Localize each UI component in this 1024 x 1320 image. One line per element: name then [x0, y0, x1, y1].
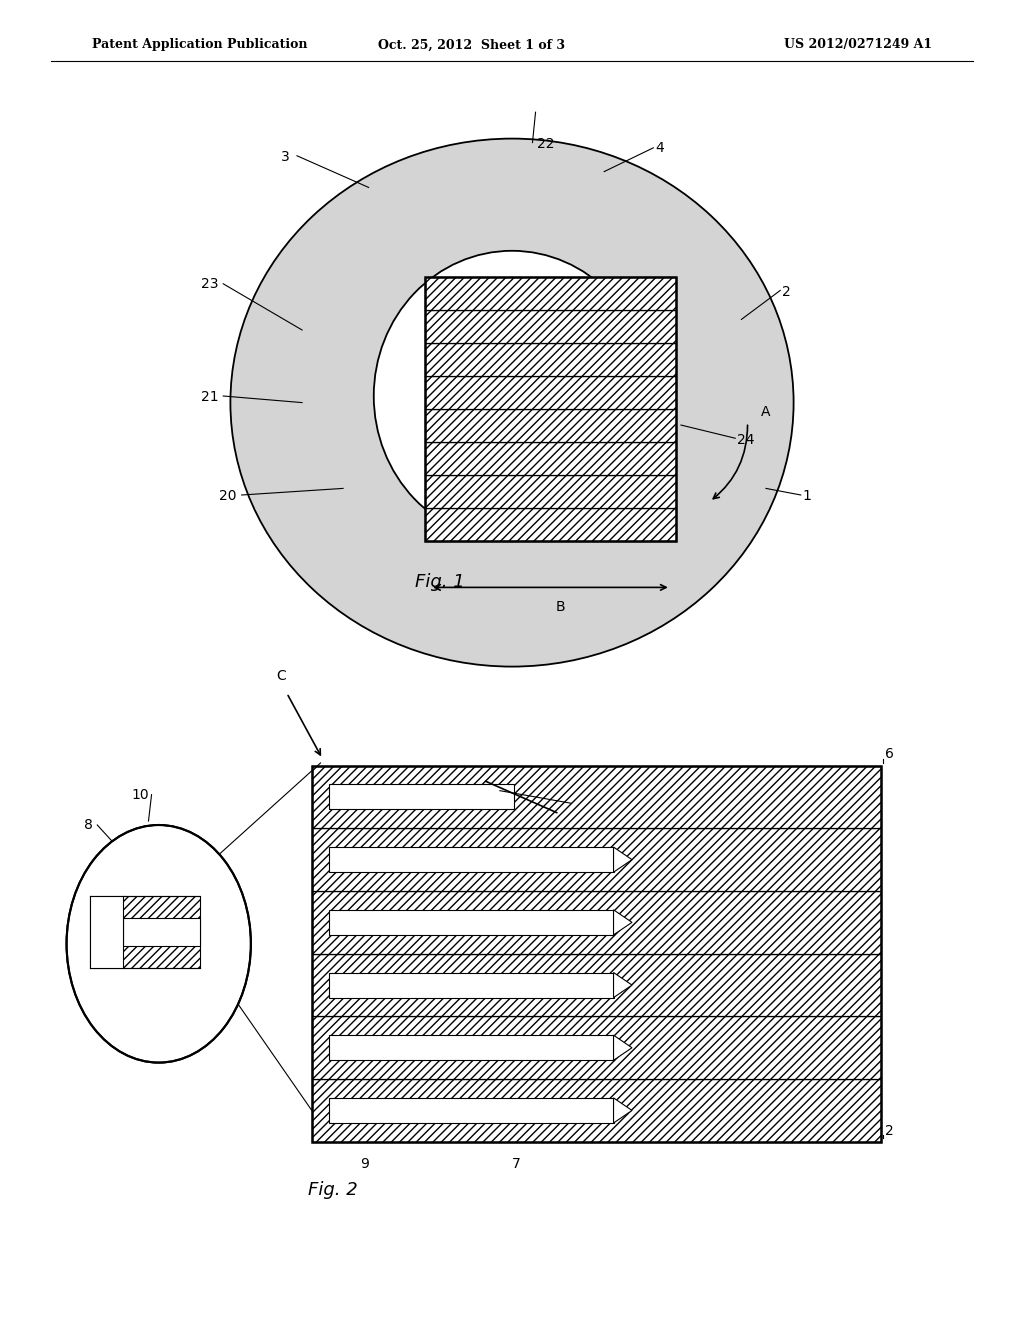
Bar [90, 932, 201, 968]
Bar [330, 1035, 613, 1060]
Text: 2: 2 [782, 285, 792, 298]
Bar [330, 1098, 613, 1123]
Text: 23: 23 [201, 277, 218, 290]
Text: Patent Application Publication: Patent Application Publication [92, 38, 307, 51]
Text: Oct. 25, 2012  Sheet 1 of 3: Oct. 25, 2012 Sheet 1 of 3 [378, 38, 564, 51]
Bar [425, 508, 676, 541]
Bar [90, 896, 201, 932]
Text: 20: 20 [219, 490, 237, 503]
Text: 4: 4 [655, 141, 665, 154]
Bar [425, 442, 676, 475]
Text: B: B [556, 601, 565, 614]
Text: 3: 3 [281, 150, 290, 164]
Text: Fig. 1: Fig. 1 [416, 573, 465, 591]
Text: 2: 2 [885, 1125, 894, 1138]
Bar [312, 829, 881, 891]
Text: 1: 1 [803, 490, 812, 503]
Bar [330, 847, 613, 873]
Bar [425, 475, 676, 508]
Text: 9: 9 [360, 1158, 370, 1171]
Text: 21: 21 [201, 391, 218, 404]
Polygon shape [613, 973, 632, 998]
Polygon shape [613, 909, 632, 935]
Text: 24: 24 [737, 433, 755, 446]
Text: US 2012/0271249 A1: US 2012/0271249 A1 [783, 38, 932, 51]
Bar [123, 917, 201, 946]
Text: A: A [761, 405, 770, 418]
Bar [425, 376, 676, 409]
Text: 6: 6 [885, 747, 894, 760]
Bar [330, 973, 613, 998]
Bar [425, 409, 676, 442]
Circle shape [67, 825, 251, 1063]
Text: 22: 22 [537, 137, 554, 150]
Text: C: C [276, 669, 287, 682]
Bar [312, 1080, 881, 1142]
Bar [312, 891, 881, 953]
Bar [425, 277, 676, 310]
Bar [330, 909, 613, 935]
Text: 10: 10 [131, 788, 148, 801]
Bar [312, 1016, 881, 1080]
Bar [425, 343, 676, 376]
Ellipse shape [230, 139, 794, 667]
Polygon shape [613, 847, 632, 873]
Bar [425, 277, 676, 541]
Bar [312, 953, 881, 1016]
Ellipse shape [374, 251, 650, 541]
Polygon shape [613, 1098, 632, 1123]
Bar [330, 784, 514, 809]
Text: 8: 8 [84, 818, 93, 832]
Bar [425, 310, 676, 343]
Text: 3: 3 [373, 1045, 381, 1059]
Polygon shape [613, 1035, 632, 1060]
Bar [312, 766, 881, 1142]
Bar [90, 896, 123, 968]
Text: 7: 7 [512, 1158, 521, 1171]
Text: Fig. 2: Fig. 2 [308, 1180, 357, 1199]
Bar [312, 766, 881, 829]
